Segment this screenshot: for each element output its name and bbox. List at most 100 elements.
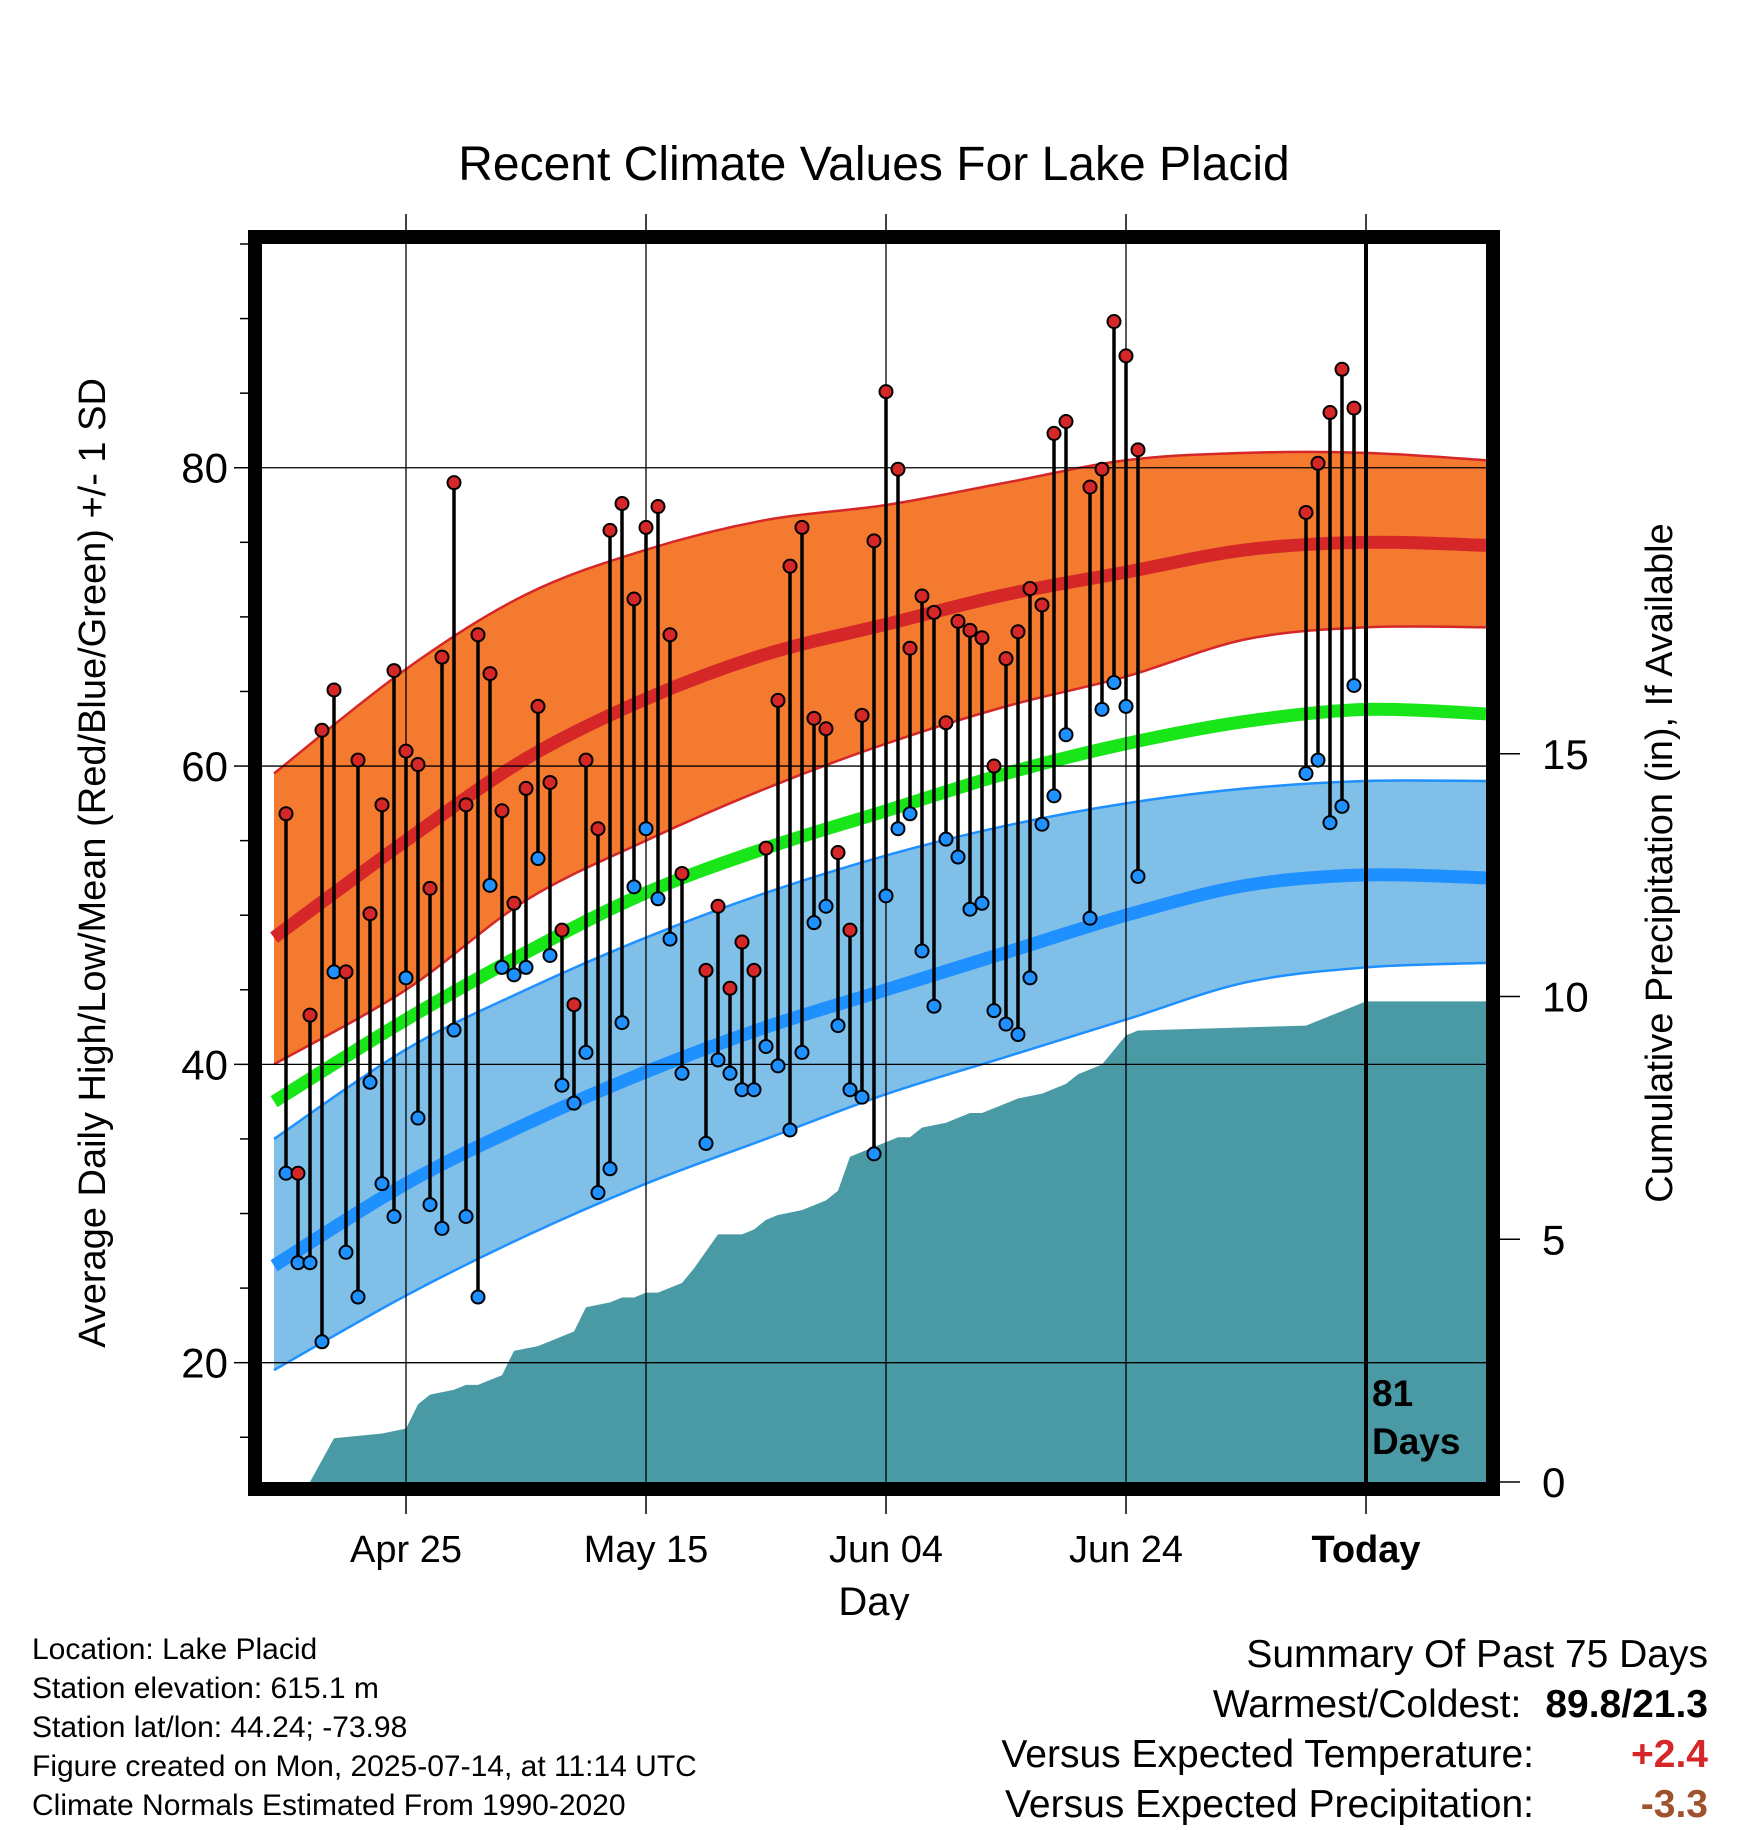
obs-high-point xyxy=(854,707,870,723)
obs-high-point xyxy=(674,865,690,881)
obs-high-point xyxy=(1298,504,1314,520)
obs-high-point xyxy=(914,588,930,604)
normal-high-line xyxy=(270,535,1486,943)
obs-high-point xyxy=(302,1007,318,1023)
obs-high-point xyxy=(890,461,906,477)
obs-high-point xyxy=(554,922,570,938)
obs-low-point xyxy=(818,898,834,914)
obs-low-point xyxy=(1310,752,1326,768)
precipitation-area xyxy=(274,1001,1486,1482)
obs-high-point xyxy=(1058,413,1074,429)
obs-high-point xyxy=(938,715,954,731)
obs-low-point xyxy=(302,1255,318,1271)
obs-high-point xyxy=(626,591,642,607)
obs-high-point xyxy=(1034,597,1050,613)
obs-low-point xyxy=(662,931,678,947)
y-tick-label: 60 xyxy=(181,743,228,790)
y2-tick-label: 0 xyxy=(1542,1459,1565,1506)
warm-cold-value: 89.8/21.3 xyxy=(1545,1683,1708,1726)
climate-chart: Recent Climate Values For Lake Placid 81… xyxy=(72,138,1681,1620)
obs-high-point xyxy=(842,922,858,938)
obs-low-point xyxy=(1334,798,1350,814)
obs-low-point xyxy=(362,1074,378,1090)
obs-low-point xyxy=(950,849,966,865)
warm-cold-label: Warmest/Coldest: xyxy=(1212,1683,1522,1726)
obs-high-point xyxy=(734,934,750,950)
obs-low-point xyxy=(602,1161,618,1177)
obs-high-point xyxy=(1118,348,1134,364)
obs-high-point xyxy=(1346,400,1362,416)
obs-low-point xyxy=(1322,815,1338,831)
obs-high-point xyxy=(758,840,774,856)
obs-low-point xyxy=(806,915,822,931)
obs-low-point xyxy=(434,1220,450,1236)
obs-low-point xyxy=(1118,698,1134,714)
obs-low-point xyxy=(710,1052,726,1068)
obs-high-point xyxy=(1010,624,1026,640)
y2-tick-label: 15 xyxy=(1542,731,1589,778)
obs-low-point xyxy=(854,1089,870,1105)
obs-low-point xyxy=(1022,970,1038,986)
y2-tick-label: 10 xyxy=(1542,974,1589,1021)
x-tick-label: Today xyxy=(1311,1529,1420,1571)
obs-high-point xyxy=(818,721,834,737)
obs-low-point xyxy=(998,1016,1014,1032)
obs-low-point xyxy=(746,1082,762,1098)
obs-high-point xyxy=(614,496,630,512)
obs-low-point xyxy=(722,1065,738,1081)
obs-high-point xyxy=(830,845,846,861)
obs-high-point xyxy=(470,627,486,643)
obs-low-point xyxy=(350,1289,366,1305)
obs-low-point xyxy=(770,1058,786,1074)
obs-low-point xyxy=(794,1044,810,1060)
plot-frame xyxy=(248,230,1500,1496)
obs-high-point xyxy=(326,682,342,698)
obs-high-point xyxy=(314,722,330,738)
plot-area xyxy=(262,244,1486,1482)
obs-high-point xyxy=(1334,361,1350,377)
obs-low-point xyxy=(962,901,978,917)
obs-high-point xyxy=(578,752,594,768)
obs-high-point xyxy=(494,803,510,819)
summary-warm-cold: Warmest/Coldest: 89.8/21.3 xyxy=(1001,1680,1708,1730)
obs-high-point xyxy=(710,898,726,914)
obs-low-point xyxy=(830,1018,846,1034)
obs-low-point xyxy=(386,1209,402,1225)
x-tick-label: Jun 24 xyxy=(1069,1529,1183,1571)
obs-high-point xyxy=(950,613,966,629)
obs-high-point xyxy=(722,980,738,996)
obs-low-point xyxy=(554,1077,570,1093)
obs-high-point xyxy=(698,962,714,978)
obs-high-point xyxy=(902,640,918,656)
y2-tick-label: 5 xyxy=(1542,1216,1565,1263)
obs-low-point xyxy=(1082,910,1098,926)
obs-low-point xyxy=(842,1082,858,1098)
obs-low-point xyxy=(530,851,546,867)
obs-high-point xyxy=(566,997,582,1013)
obs-low-point xyxy=(578,1044,594,1060)
obs-high-point xyxy=(434,649,450,665)
summary-panel: Summary Of Past 75 Days Warmest/Coldest:… xyxy=(1001,1630,1708,1830)
obs-high-point xyxy=(794,519,810,535)
x-axis-label: Day xyxy=(838,1580,909,1620)
obs-low-point xyxy=(1010,1027,1026,1043)
obs-high-point xyxy=(770,692,786,708)
station-info: Location: Lake Placid Station elevation:… xyxy=(32,1630,697,1825)
obs-high-point xyxy=(926,604,942,620)
obs-low-point xyxy=(458,1209,474,1225)
obs-low-point xyxy=(758,1038,774,1054)
obs-high-point xyxy=(542,774,558,790)
chart-title: Recent Climate Values For Lake Placid xyxy=(458,138,1290,191)
obs-high-point xyxy=(806,710,822,726)
obs-high-point xyxy=(1130,442,1146,458)
obs-low-point xyxy=(374,1176,390,1192)
obs-high-point xyxy=(530,698,546,714)
obs-high-point xyxy=(278,806,294,822)
obs-low-point xyxy=(986,1003,1002,1019)
obs-low-point xyxy=(914,943,930,959)
obs-high-point xyxy=(782,558,798,574)
today-days-count: 81 xyxy=(1372,1373,1413,1414)
obs-high-point xyxy=(482,666,498,682)
x-tick-label: Jun 04 xyxy=(829,1529,943,1571)
obs-low-point xyxy=(566,1095,582,1111)
